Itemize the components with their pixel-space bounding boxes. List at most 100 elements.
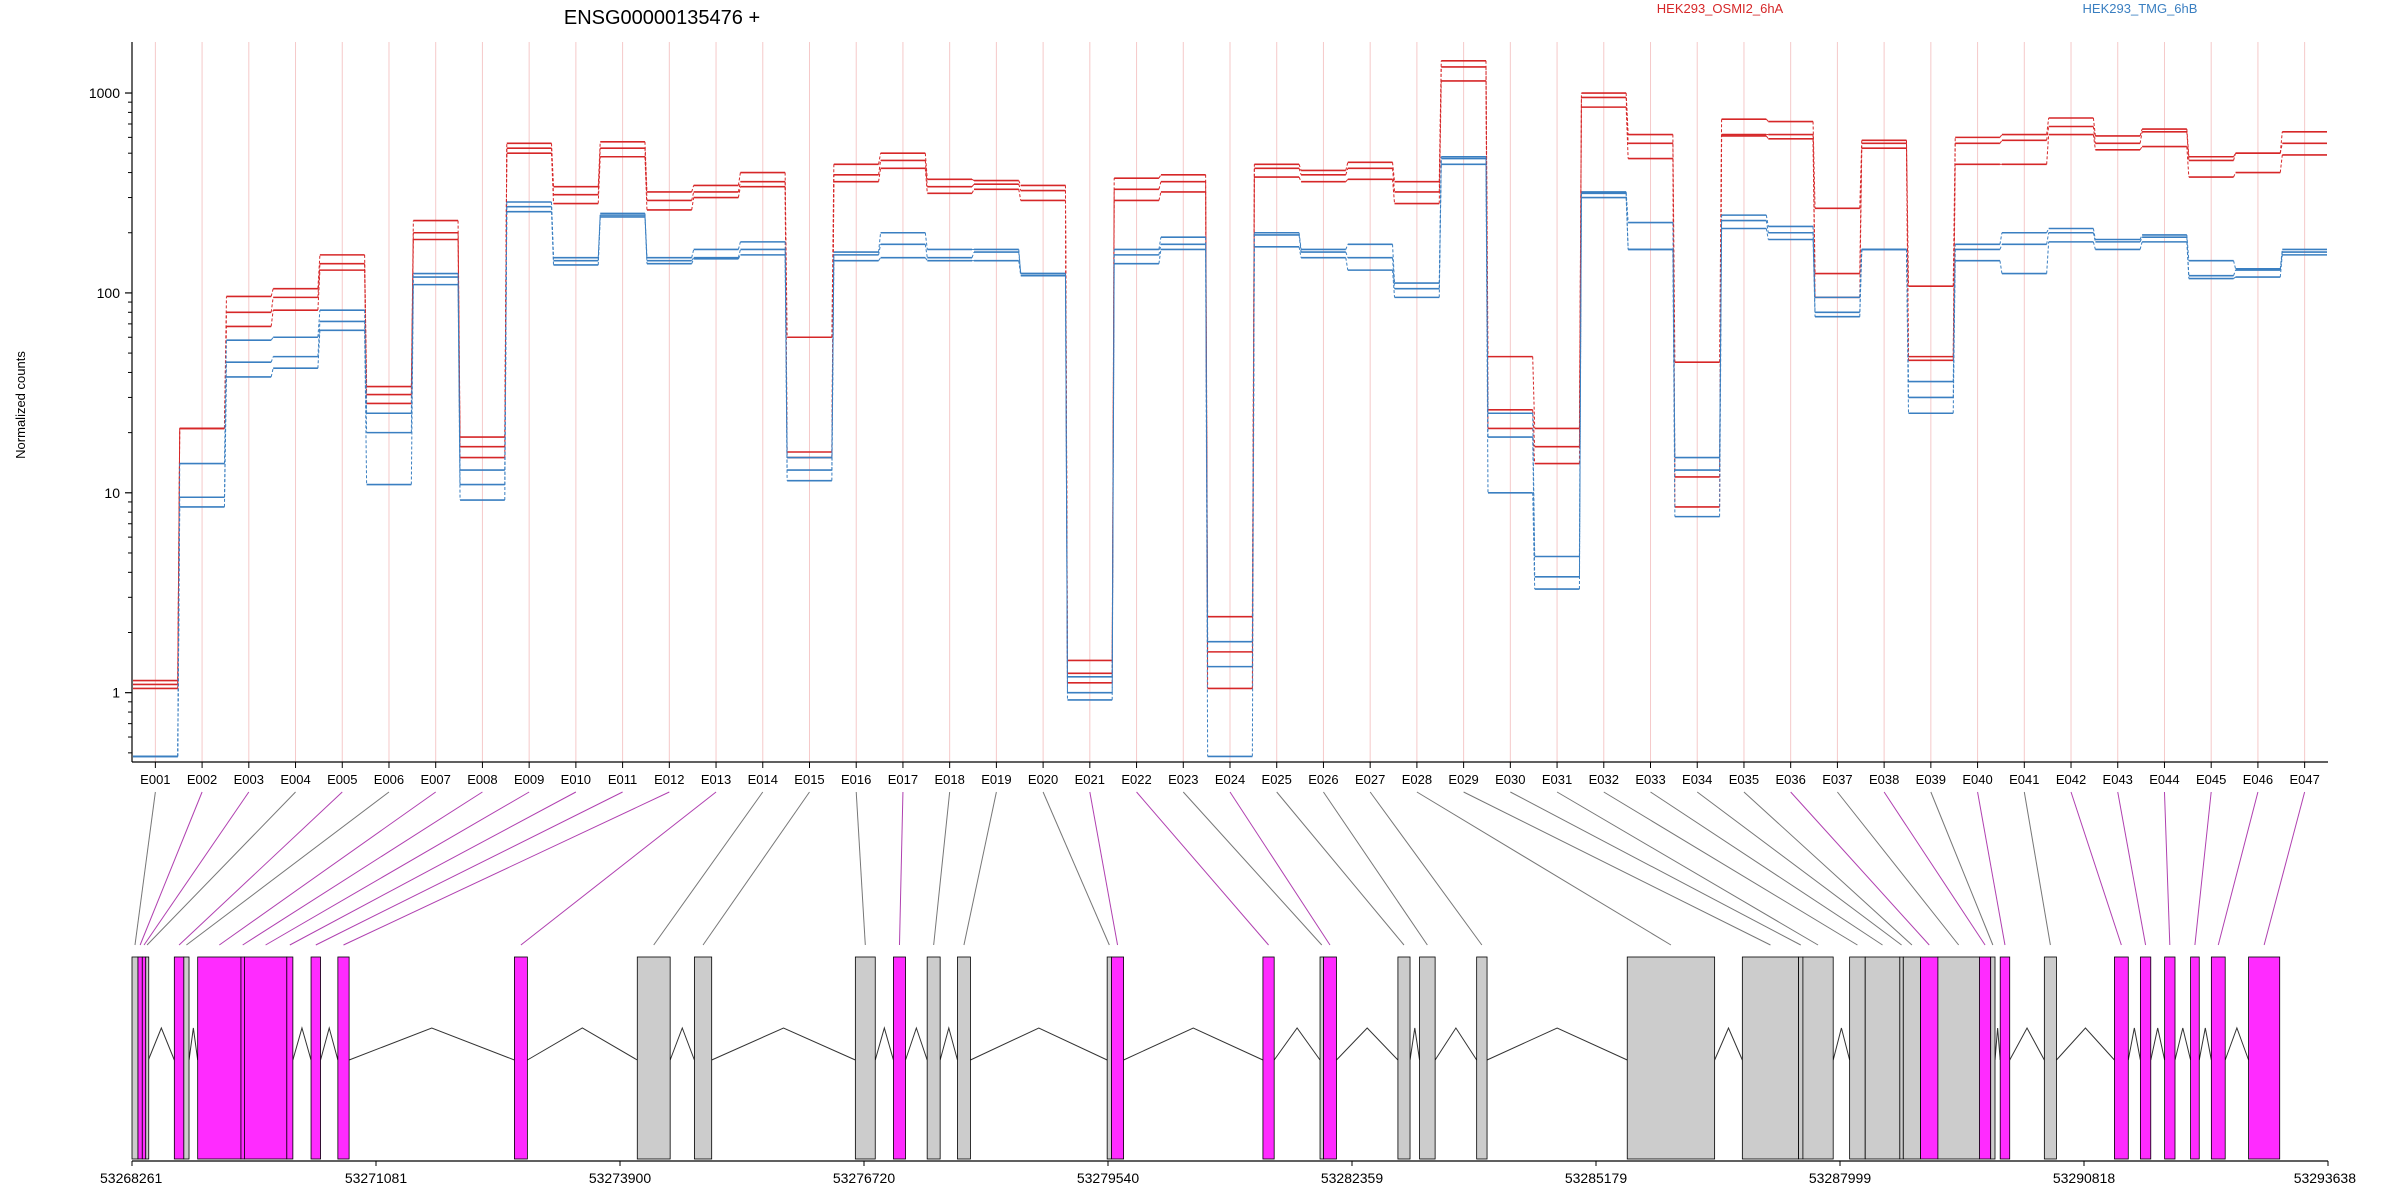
- data-transition: [1532, 356, 1536, 429]
- x-tick-label: E013: [701, 772, 731, 787]
- genomic-coordinate-labels: 53268261 53271081 53273900 53276720 53279540…: [100, 1161, 2356, 1186]
- exon-connector: [520, 791, 717, 946]
- data-transition: [1392, 162, 1396, 182]
- legend-entry-osmi: HEK293_OSMI2_6hA: [1657, 1, 1784, 16]
- data-transition: [1298, 176, 1302, 182]
- chart-title: ENSG00000135476 +: [564, 7, 760, 29]
- exon-block: [1419, 956, 1436, 1160]
- x-tick-label: E014: [748, 772, 778, 787]
- data-transition: [317, 263, 321, 298]
- exon-block: [1397, 956, 1411, 1160]
- data-transition: [270, 310, 274, 327]
- data-transition: [1859, 249, 1863, 317]
- y-axis-label: Normalized counts: [13, 351, 28, 459]
- data-transition: [1719, 220, 1723, 471]
- exon-connector: [186, 791, 390, 946]
- data-transition: [1018, 252, 1022, 274]
- data-transition: [1018, 184, 1022, 191]
- exon-connector: [1416, 791, 1672, 946]
- data-transition: [2233, 172, 2237, 178]
- exon-block: [2043, 956, 2057, 1160]
- exon-block: [1902, 956, 1921, 1160]
- data-transition: [1625, 191, 1629, 223]
- data-transition: [784, 172, 788, 338]
- exon-block: [1864, 956, 1901, 1160]
- data-transition: [270, 288, 274, 297]
- data-transition: [1158, 191, 1162, 201]
- data-transition: [1392, 257, 1396, 289]
- exon-block: [1476, 956, 1488, 1160]
- intron-line: [527, 1027, 638, 1061]
- data-transition: [2139, 128, 2143, 137]
- data-transition: [1625, 107, 1629, 159]
- data-transition: [2279, 131, 2283, 154]
- intron-line: [2009, 1026, 2045, 1061]
- intron-line: [1409, 1027, 1421, 1061]
- data-transition: [1345, 251, 1349, 258]
- intron-line: [1486, 1027, 1628, 1061]
- coordinate-label: 53293638: [2294, 1170, 2357, 1186]
- data-transition: [2279, 143, 2283, 154]
- data-transition: [1765, 118, 1769, 122]
- data-transition: [1812, 232, 1816, 313]
- coordinate-label: 53271081: [345, 1170, 408, 1186]
- data-transition: [270, 368, 274, 378]
- data-transition: [784, 254, 788, 481]
- x-tick-label: E032: [1589, 772, 1619, 787]
- exon-block: [636, 956, 671, 1160]
- data-transition: [644, 156, 648, 210]
- exon-connector: [134, 791, 156, 946]
- data-transition: [2186, 146, 2190, 178]
- x-tick-label: E030: [1495, 772, 1525, 787]
- x-tick-label: E041: [2009, 772, 2039, 787]
- intron-line: [1832, 1027, 1851, 1061]
- x-tick-label: E037: [1822, 772, 1852, 787]
- data-transition: [1952, 164, 1956, 361]
- exon-connector: [289, 791, 577, 946]
- data-transition: [691, 258, 695, 264]
- exon-block: [1319, 956, 1324, 1160]
- exon-connector: [653, 791, 764, 946]
- x-tick-label: E008: [467, 772, 497, 787]
- exon-connector: [219, 791, 436, 946]
- data-transition: [2233, 276, 2236, 279]
- data-transition: [2092, 126, 2096, 144]
- exon-connector: [1182, 791, 1323, 946]
- data-transition: [2092, 117, 2096, 136]
- x-tick-label: E006: [374, 772, 404, 787]
- data-transition: [1578, 193, 1582, 577]
- data-transition: [2046, 126, 2050, 141]
- data-transition: [317, 330, 321, 369]
- data-transition: [1625, 197, 1629, 250]
- exon-block: [310, 956, 321, 1160]
- data-transition: [737, 181, 741, 193]
- exon-block: [1979, 956, 1992, 1160]
- data-transition: [691, 191, 695, 201]
- exon-connector: [1042, 791, 1110, 946]
- x-tick-label: E019: [981, 772, 1011, 787]
- data-transition: [1345, 168, 1349, 175]
- data-transition: [1158, 174, 1162, 179]
- x-tick-label: E045: [2196, 772, 2226, 787]
- exon-block: [1106, 956, 1112, 1160]
- data-transition: [504, 211, 508, 501]
- data-transition: [2092, 232, 2096, 242]
- intron-line: [2224, 1026, 2250, 1061]
- exon-connector: [143, 791, 250, 946]
- data-transition: [2139, 131, 2143, 144]
- exon-connector: [265, 791, 530, 946]
- intron-line: [2056, 1027, 2115, 1061]
- data-transition: [317, 254, 321, 289]
- y-tick-label: 1: [112, 685, 120, 701]
- exon-block: [1798, 956, 1804, 1160]
- x-tick-label: E005: [327, 772, 357, 787]
- data-transition: [1812, 239, 1816, 317]
- data-transition: [1578, 197, 1582, 590]
- exon-block: [1111, 956, 1125, 1160]
- data-transition: [971, 189, 975, 194]
- exon-block: [240, 956, 245, 1160]
- data-transition: [1765, 220, 1769, 233]
- x-tick-label: E022: [1121, 772, 1151, 787]
- gridlines: [154, 42, 2306, 762]
- data-transition: [1251, 177, 1255, 689]
